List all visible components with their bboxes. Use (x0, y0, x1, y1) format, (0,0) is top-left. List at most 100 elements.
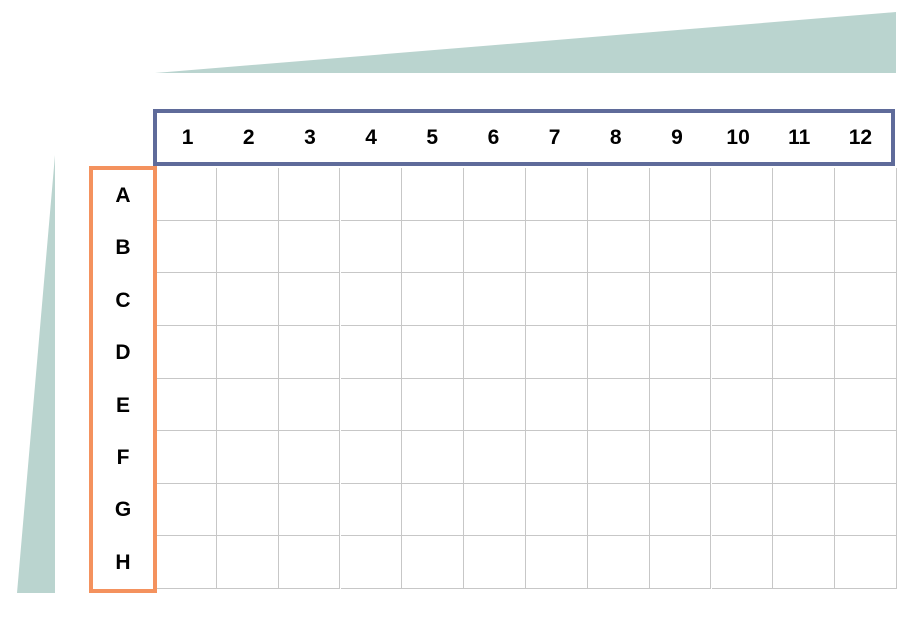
well-cell (835, 168, 897, 221)
column-label: 12 (848, 126, 873, 149)
well-cell (835, 431, 897, 484)
well-cell (587, 325, 650, 379)
well-cell (402, 378, 465, 432)
row-label: B (115, 236, 131, 260)
well-cell (340, 536, 403, 589)
well-cell (649, 168, 712, 221)
well-cell (835, 378, 897, 432)
well-cell (216, 325, 279, 379)
well-cell (526, 220, 588, 274)
well-cell (155, 483, 217, 537)
well-cell (402, 168, 465, 221)
well-cell (587, 431, 650, 484)
well-cell (711, 378, 774, 432)
well-cell (278, 431, 341, 484)
well-cell (587, 168, 650, 221)
well-cell (835, 483, 897, 537)
well-cell (402, 536, 465, 589)
well-cell (587, 273, 650, 326)
well-cell (773, 220, 836, 274)
well-cell (464, 536, 526, 589)
well-cell (711, 168, 774, 221)
well-cell (773, 168, 836, 221)
well-cell (526, 273, 588, 326)
well-cell (216, 220, 279, 274)
well-cell (278, 220, 341, 274)
well-cell (340, 431, 403, 484)
well-cell (155, 536, 217, 589)
well-cell (464, 220, 526, 274)
row-label: E (115, 393, 130, 417)
column-label: 5 (426, 126, 439, 149)
well-cell (649, 536, 712, 589)
well-cell (216, 168, 279, 221)
well-cell (340, 220, 403, 274)
column-label: 9 (671, 126, 683, 149)
well-cell (402, 325, 465, 379)
well-cell (402, 483, 465, 537)
well-cell (278, 483, 341, 537)
well-cell (711, 483, 774, 537)
well-cell (835, 220, 897, 274)
well-cell (526, 536, 588, 589)
column-gradient-wedge (155, 12, 896, 73)
well-cell (278, 325, 341, 379)
well-cell (216, 431, 279, 484)
well-cell (526, 168, 588, 221)
row-label: A (115, 184, 131, 207)
well-cell (587, 378, 650, 432)
well-cell (773, 431, 836, 484)
row-label: H (115, 550, 131, 574)
well-cell (649, 325, 712, 379)
well-cell (464, 431, 526, 484)
well-cell (402, 273, 465, 326)
well-cell (155, 168, 217, 221)
well-cell (155, 273, 217, 326)
well-cell (773, 325, 836, 379)
well-cell (526, 483, 588, 537)
well-cell (464, 168, 526, 221)
well-cell (340, 378, 403, 432)
well-cell (155, 431, 217, 484)
well-cell (155, 378, 217, 432)
column-label: 10 (726, 126, 750, 149)
column-label: 11 (788, 126, 811, 149)
well-cell (278, 378, 341, 432)
column-header-box: 1 2 3 4 5 6 7 8 9 10 11 12 (153, 109, 895, 166)
well-cell (649, 273, 712, 326)
well-cell (649, 220, 712, 274)
well-cell (773, 536, 836, 589)
well-cell (216, 378, 279, 432)
well-cell (526, 325, 588, 379)
well-cell (402, 431, 465, 484)
column-label: 4 (365, 126, 377, 149)
row-label: C (115, 288, 131, 312)
well-cell (216, 273, 279, 326)
column-label: 8 (609, 126, 622, 149)
row-label: D (115, 341, 131, 365)
well-cell (340, 325, 403, 379)
well-cell (278, 168, 341, 221)
well-cell (464, 483, 526, 537)
well-cell (340, 273, 403, 326)
well-cell (711, 220, 774, 274)
well-cell (773, 273, 836, 326)
column-label: 1 (181, 126, 194, 149)
well-cell (587, 483, 650, 537)
well-cell (526, 431, 588, 484)
well-cell (711, 431, 774, 484)
well-cell (835, 273, 897, 326)
well-cell (711, 536, 774, 589)
row-label: G (114, 498, 132, 522)
well-cell (464, 273, 526, 326)
column-label: 2 (242, 126, 255, 149)
well-cell (649, 483, 712, 537)
row-label: F (116, 445, 130, 469)
well-cell (835, 536, 897, 589)
well-cell (773, 378, 836, 432)
well-cell (649, 378, 712, 432)
well-cell (526, 378, 588, 432)
well-cell (340, 483, 403, 537)
well-cell (773, 483, 836, 537)
